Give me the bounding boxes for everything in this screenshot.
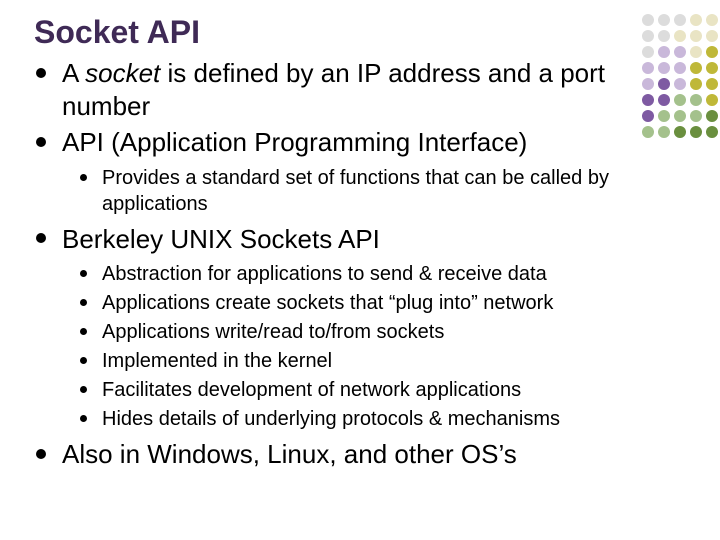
list-item: Facilitates development of network appli… xyxy=(76,377,692,403)
deco-dot xyxy=(706,14,718,26)
slide-title: Socket API xyxy=(34,14,692,51)
sub-bullet-list: Provides a standard set of functions tha… xyxy=(62,165,692,217)
list-item-text: Facilitates development of network appli… xyxy=(102,379,521,401)
deco-dot xyxy=(690,14,702,26)
deco-dot xyxy=(706,62,718,74)
list-item-text: Hides details of underlying protocols & … xyxy=(102,408,560,430)
list-item-text: Provides a standard set of functions tha… xyxy=(102,167,609,215)
list-item: Berkeley UNIX Sockets API Abstraction fo… xyxy=(34,223,692,433)
deco-dot xyxy=(706,30,718,42)
list-item: Implemented in the kernel xyxy=(76,348,692,374)
list-item: Provides a standard set of functions tha… xyxy=(76,165,692,217)
list-item-text: Applications create sockets that “plug i… xyxy=(102,292,553,314)
list-item-text: Abstraction for applications to send & r… xyxy=(102,263,547,285)
sub-bullet-list: Abstraction for applications to send & r… xyxy=(62,261,692,432)
list-item: Hides details of underlying protocols & … xyxy=(76,406,692,432)
list-item: A socket is defined by an IP address and… xyxy=(34,57,692,122)
list-item-text: Berkeley UNIX Sockets API xyxy=(62,224,380,254)
slide: Socket API A socket is defined by an IP … xyxy=(0,0,720,540)
list-item-text: Also in Windows, Linux, and other OS’s xyxy=(62,439,517,469)
list-item-text: Implemented in the kernel xyxy=(102,350,332,372)
deco-dot xyxy=(658,30,670,42)
list-item: Applications create sockets that “plug i… xyxy=(76,290,692,316)
deco-dot xyxy=(706,78,718,90)
deco-dot xyxy=(706,110,718,122)
list-item-text-italic: socket xyxy=(85,58,160,88)
deco-dot xyxy=(658,14,670,26)
deco-dot xyxy=(690,30,702,42)
bullet-list: A socket is defined by an IP address and… xyxy=(34,57,692,471)
deco-dot xyxy=(674,14,686,26)
deco-dot xyxy=(642,14,654,26)
list-item: Also in Windows, Linux, and other OS’s xyxy=(34,438,692,471)
deco-dot xyxy=(642,30,654,42)
deco-dot xyxy=(706,46,718,58)
list-item-text: A xyxy=(62,58,85,88)
list-item: Abstraction for applications to send & r… xyxy=(76,261,692,287)
list-item-text: Applications write/read to/from sockets xyxy=(102,321,444,343)
list-item-text: API (Application Programming Interface) xyxy=(62,127,527,157)
list-item: Applications write/read to/from sockets xyxy=(76,319,692,345)
deco-dot xyxy=(706,94,718,106)
deco-dot xyxy=(706,126,718,138)
deco-dot xyxy=(674,30,686,42)
list-item: API (Application Programming Interface) … xyxy=(34,126,692,217)
